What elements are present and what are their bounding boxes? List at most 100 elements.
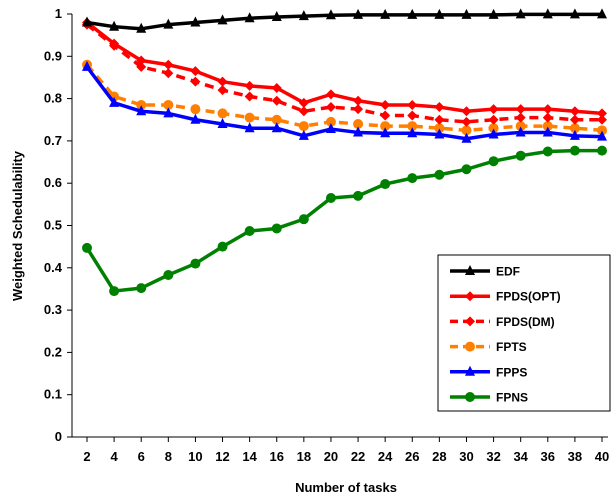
data-point xyxy=(488,128,499,139)
data-point xyxy=(109,38,120,49)
data-point xyxy=(109,20,120,31)
legend-box xyxy=(437,254,611,412)
y-tick-label: 0.7 xyxy=(44,133,62,148)
data-point xyxy=(569,123,580,134)
data-point xyxy=(244,112,255,123)
series-fpds-dm- xyxy=(82,19,607,127)
data-point xyxy=(569,129,580,140)
data-point xyxy=(163,59,174,70)
x-tick-label: 6 xyxy=(138,449,145,464)
data-point xyxy=(325,102,336,113)
data-point xyxy=(136,61,147,72)
data-point xyxy=(465,365,475,376)
data-point xyxy=(434,123,445,134)
data-point xyxy=(407,173,418,184)
axes: 00.10.20.30.40.50.60.70.80.912 4 6 8 10 12 14 1… xyxy=(44,6,609,464)
data-point xyxy=(407,8,418,19)
series-line xyxy=(85,63,603,133)
data-point xyxy=(353,126,364,137)
data-point xyxy=(190,66,201,77)
legend-label: FPPS xyxy=(496,365,527,379)
data-point xyxy=(407,127,418,138)
data-point xyxy=(136,99,147,110)
y-tick-label: 0.2 xyxy=(44,344,62,359)
data-point xyxy=(380,179,391,190)
data-point xyxy=(434,114,445,125)
data-point xyxy=(217,14,228,25)
data-point xyxy=(597,8,607,19)
data-point xyxy=(488,104,499,115)
data-point xyxy=(569,145,580,156)
x-tick-label: 20 xyxy=(324,449,338,464)
data-point xyxy=(542,8,553,19)
x-tick-label: 32 xyxy=(486,449,500,464)
data-point xyxy=(244,225,255,236)
y-tick-label: 0 xyxy=(55,429,62,444)
data-point xyxy=(353,95,364,106)
y-tick-label: 0.5 xyxy=(44,218,62,233)
x-tick-label: 34 xyxy=(513,449,528,464)
series-line xyxy=(86,12,602,31)
data-point xyxy=(298,129,309,140)
data-point xyxy=(542,112,553,123)
series-edf xyxy=(82,8,607,33)
legend: EDF FPDS(OPT) FPDS(DM) FPTS FPPS FPNS xyxy=(437,254,611,412)
x-tick-label: 18 xyxy=(297,449,311,464)
data-point xyxy=(271,223,282,234)
legend-label: FPDS(DM) xyxy=(496,315,555,329)
x-tick-label: 12 xyxy=(215,449,229,464)
legend-entry: EDF xyxy=(450,265,520,279)
data-point xyxy=(353,8,364,19)
series-fpts xyxy=(82,59,607,136)
series-fpps xyxy=(82,60,607,143)
data-point xyxy=(190,16,201,27)
data-point xyxy=(271,83,282,94)
data-point xyxy=(515,121,526,132)
data-point xyxy=(542,146,553,157)
data-point xyxy=(244,12,255,23)
data-point xyxy=(325,116,336,127)
data-point xyxy=(515,104,526,115)
data-point xyxy=(515,150,526,161)
data-point xyxy=(109,96,120,107)
x-tick-label: 16 xyxy=(270,449,284,464)
data-point xyxy=(434,8,445,19)
data-point xyxy=(244,122,255,133)
series-line xyxy=(85,21,603,116)
data-point xyxy=(380,127,391,138)
data-point xyxy=(380,121,391,132)
x-tick-label: 26 xyxy=(405,449,419,464)
data-point xyxy=(542,126,553,137)
data-point xyxy=(325,89,336,100)
data-point xyxy=(465,392,475,402)
series-line xyxy=(85,65,603,141)
data-point xyxy=(136,105,147,116)
data-point xyxy=(465,341,475,352)
y-axis-label: Weighted Schedulability xyxy=(10,150,25,301)
legend-label: EDF xyxy=(496,265,520,279)
x-tick-label: 4 xyxy=(110,449,118,464)
x-tick-label: 2 xyxy=(83,449,90,464)
data-point xyxy=(298,97,309,108)
data-point xyxy=(461,164,472,175)
data-point xyxy=(461,125,472,136)
data-point xyxy=(380,8,391,19)
legend-entry: FPDS(OPT) xyxy=(450,290,561,304)
x-tick-label: 38 xyxy=(568,449,582,464)
legend-label: FPNS xyxy=(496,391,528,405)
data-point xyxy=(407,121,418,132)
data-point xyxy=(461,116,472,127)
y-tick-label: 1 xyxy=(55,6,62,21)
data-point xyxy=(597,130,607,141)
data-point xyxy=(136,22,147,33)
data-point xyxy=(465,291,475,302)
y-tick-label: 0.1 xyxy=(44,387,62,402)
data-point xyxy=(325,123,336,134)
y-tick-label: 0.6 xyxy=(44,175,62,190)
legend-entry: FPPS xyxy=(450,365,527,379)
data-point xyxy=(353,190,364,201)
data-point xyxy=(515,112,526,123)
data-point xyxy=(597,145,607,156)
data-point xyxy=(461,8,472,19)
data-point xyxy=(597,108,607,119)
